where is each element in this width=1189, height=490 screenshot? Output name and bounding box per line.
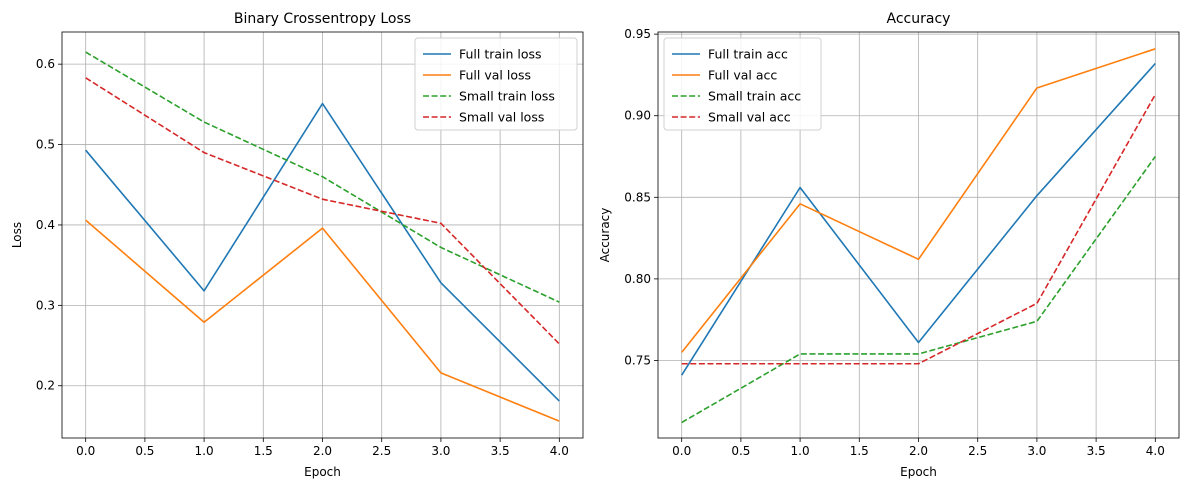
series-line-3 <box>85 51 560 303</box>
x-tick-label: 1.5 <box>254 444 273 458</box>
legend-label: Full val acc <box>708 68 777 83</box>
y-tick-label: 0.90 <box>624 109 651 123</box>
y-tick-label: 0.75 <box>624 353 651 367</box>
series-line-3 <box>681 156 1156 424</box>
x-tick-label: 1.0 <box>195 444 214 458</box>
x-axis-label: Epoch <box>900 465 937 479</box>
series-line-2 <box>85 219 560 422</box>
x-tick-label: 2.5 <box>372 444 391 458</box>
series-line-4 <box>85 77 560 345</box>
x-tick-label: 0.5 <box>731 444 750 458</box>
legend-label: Full val loss <box>459 68 531 83</box>
x-tick-label: 0.0 <box>672 444 691 458</box>
y-tick-label: 0.6 <box>36 57 55 71</box>
x-axis-label: Epoch <box>304 465 341 479</box>
x-tick-label: 3.0 <box>1027 444 1046 458</box>
legend-label: Full train acc <box>708 47 788 62</box>
y-tick-label: 0.80 <box>624 272 651 286</box>
legend-box <box>414 37 578 131</box>
series-line-1 <box>681 62 1156 376</box>
y-tick-label: 0.3 <box>36 298 55 312</box>
x-tick-label: 3.0 <box>431 444 450 458</box>
legend: Full train acc Full val acc Small train ac… <box>663 37 822 131</box>
legend-box <box>663 37 822 131</box>
y-tick-label: 0.4 <box>36 218 55 232</box>
x-tick-label: 1.5 <box>850 444 869 458</box>
chart-panel-1: 0.0 0.5 1.0 1.5 2.0 2.5 3.0 3.5 4.0 0.2 0.3 0.4 0.5 0… <box>10 11 584 479</box>
x-tick-label: 0.0 <box>76 444 95 458</box>
x-tick-label: 0.5 <box>135 444 154 458</box>
legend-label: Full train loss <box>459 47 542 62</box>
chart-panel-2: 0.0 0.5 1.0 1.5 2.0 2.5 3.0 3.5 4.0 0.75 0.80 0.85 0… <box>598 11 1180 479</box>
x-tick-label: 4.0 <box>550 444 569 458</box>
y-axis-label: Loss <box>10 222 24 248</box>
legend-label: Small train acc <box>708 89 801 104</box>
x-tick-label: 3.5 <box>491 444 510 458</box>
x-tick-label: 2.5 <box>968 444 987 458</box>
chart-title: Binary Crossentropy Loss <box>234 11 411 27</box>
x-tick-label: 3.5 <box>1087 444 1106 458</box>
chart-title: Accuracy <box>887 11 951 27</box>
series-line-2 <box>681 48 1156 353</box>
y-tick-label: 0.2 <box>36 379 55 393</box>
y-axis-label: Accuracy <box>598 208 612 263</box>
y-tick-label: 0.5 <box>36 138 55 152</box>
y-tick-label: 0.95 <box>624 27 651 41</box>
x-tick-label: 1.0 <box>791 444 810 458</box>
x-tick-label: 4.0 <box>1146 444 1165 458</box>
legend-label: Small val loss <box>459 110 544 125</box>
legend: Full train loss Full val loss Small train … <box>414 37 578 131</box>
legend-label: Small val acc <box>708 110 791 125</box>
grid-lines <box>658 32 1179 438</box>
series-line-1 <box>85 102 560 402</box>
series-line-4 <box>681 94 1157 365</box>
x-tick-label: 2.0 <box>909 444 928 458</box>
y-tick-label: 0.85 <box>624 190 651 204</box>
x-tick-label: 2.0 <box>313 444 332 458</box>
legend-label: Small train loss <box>459 89 555 104</box>
